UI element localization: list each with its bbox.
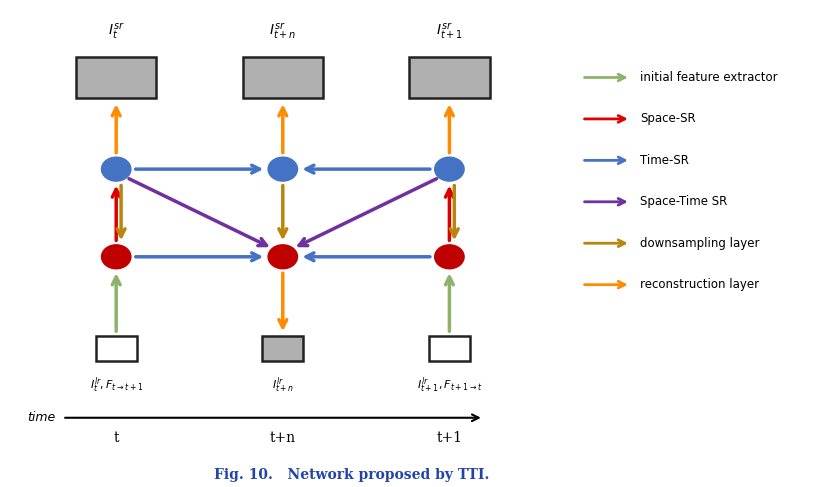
Circle shape (268, 157, 297, 181)
FancyBboxPatch shape (262, 336, 303, 361)
Circle shape (435, 245, 464, 269)
Text: Space-SR: Space-SR (640, 112, 696, 126)
Text: reconstruction layer: reconstruction layer (640, 278, 759, 291)
Text: $I_t^{lr}, F_{t\rightarrow t+1}$: $I_t^{lr}, F_{t\rightarrow t+1}$ (90, 375, 143, 395)
Circle shape (435, 157, 464, 181)
FancyBboxPatch shape (76, 57, 156, 98)
Text: $I_{t+n}^{lr}$: $I_{t+n}^{lr}$ (271, 375, 294, 395)
Text: t+1: t+1 (437, 431, 462, 446)
Text: $I_t^{sr}$: $I_t^{sr}$ (108, 21, 124, 41)
FancyBboxPatch shape (96, 336, 137, 361)
Text: initial feature extractor: initial feature extractor (640, 71, 778, 84)
Text: downsampling layer: downsampling layer (640, 237, 760, 250)
Circle shape (268, 245, 297, 269)
FancyBboxPatch shape (243, 57, 323, 98)
Text: Time-SR: Time-SR (640, 154, 690, 167)
Text: $I_{t+1}^{lr}, F_{t+1\rightarrow t}$: $I_{t+1}^{lr}, F_{t+1\rightarrow t}$ (417, 375, 482, 395)
Text: $I_{t+n}^{sr}$: $I_{t+n}^{sr}$ (269, 21, 297, 41)
FancyBboxPatch shape (429, 336, 470, 361)
Circle shape (102, 245, 131, 269)
Circle shape (102, 157, 131, 181)
Text: time: time (27, 411, 55, 424)
Text: t+n: t+n (270, 431, 296, 446)
Text: Fig. 10.   Network proposed by TTI.: Fig. 10. Network proposed by TTI. (213, 468, 489, 482)
Text: t: t (113, 431, 119, 446)
Text: Space-Time SR: Space-Time SR (640, 195, 727, 208)
FancyBboxPatch shape (409, 57, 490, 98)
Text: $I_{t+1}^{sr}$: $I_{t+1}^{sr}$ (436, 21, 463, 41)
